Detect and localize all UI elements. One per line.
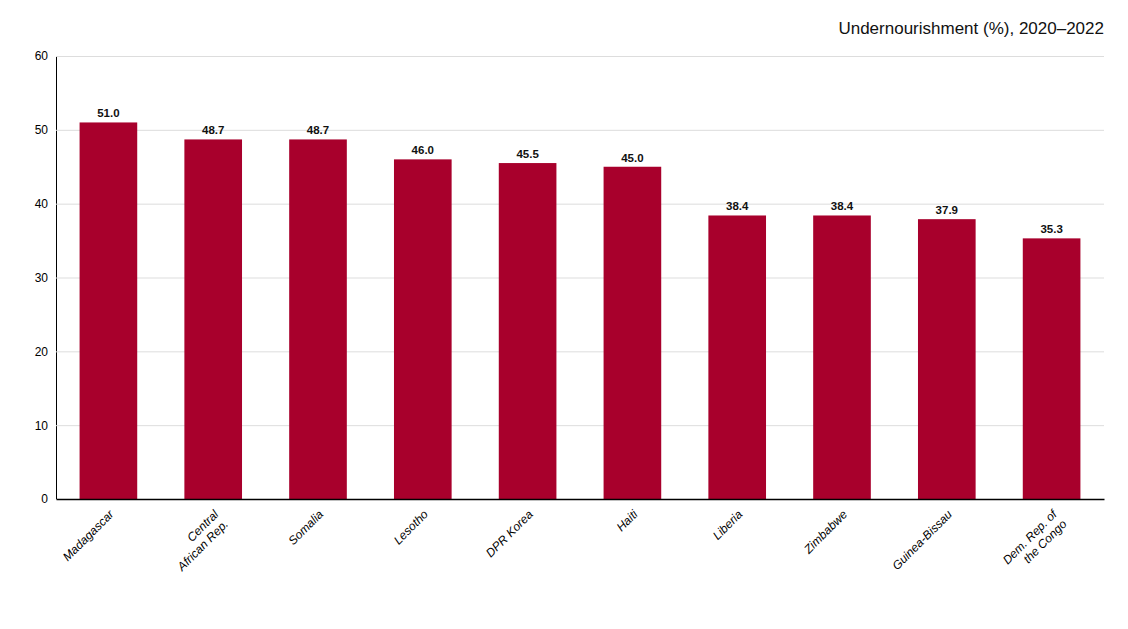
x-tick: Madagascar [60, 507, 117, 564]
y-tick-label: 40 [35, 197, 49, 211]
x-tick-label-line: Zimbabwe [800, 507, 850, 557]
data-label: 48.7 [202, 124, 224, 136]
x-axis-line [57, 499, 1105, 501]
data-label: 46.0 [412, 144, 434, 156]
y-tick: 60 [35, 49, 1104, 63]
x-tick-label: Guinea-Bissau [889, 507, 955, 573]
bar [289, 139, 347, 499]
x-tick-label-line: Madagascar [60, 507, 117, 564]
x-tick-label: Zimbabwe [800, 507, 850, 557]
y-tick-label: 20 [35, 345, 49, 359]
x-axis: Madagascar CentralAfrican Rep. Somalia Leso… [57, 500, 1105, 577]
bar [80, 122, 138, 499]
x-tick-label: CentralAfrican Rep. [164, 507, 231, 574]
data-label: 45.5 [516, 148, 539, 160]
y-tick-label: 10 [35, 419, 49, 433]
x-tick-label: Somalia [286, 507, 327, 548]
x-tick: Guinea-Bissau [889, 507, 955, 573]
x-tick: Zimbabwe [800, 507, 850, 557]
y-tick-label: 0 [41, 492, 48, 506]
bar [918, 219, 976, 499]
y-tick-label: 50 [35, 123, 49, 137]
data-label: 45.0 [621, 152, 643, 164]
bar [813, 215, 871, 499]
x-tick: Haiti [614, 507, 641, 534]
data-label: 51.0 [97, 107, 119, 119]
x-tick-label-line: African Rep. [174, 517, 231, 574]
x-tick-label-line: Somalia [286, 507, 327, 548]
bar [604, 167, 662, 499]
grid-line [56, 56, 1104, 57]
bar [394, 159, 452, 499]
y-axis-line [57, 57, 1105, 500]
plot-area: 0 10 20 30 40 50 60 Madagascar CentralAfrican Re… [35, 19, 1105, 577]
data-label: 35.3 [1040, 223, 1062, 235]
x-tick-label-line: Guinea-Bissau [889, 507, 955, 573]
x-tick: Dem. Rep. ofthe Congo [1000, 506, 1071, 577]
chart-container: 0 10 20 30 40 50 60 Madagascar CentralAfrican Re… [0, 0, 1128, 629]
x-tick: Liberia [710, 507, 746, 543]
bars [80, 122, 1081, 499]
bar [184, 139, 242, 499]
data-label: 37.9 [936, 204, 958, 216]
x-tick: DPR Korea [483, 507, 536, 560]
data-label: 48.7 [307, 124, 329, 136]
bar [708, 215, 766, 499]
chart-svg: 0 10 20 30 40 50 60 Madagascar CentralAfrican Re… [0, 0, 1128, 629]
x-tick-label: Haiti [614, 507, 641, 534]
x-tick-label-line: Liberia [710, 507, 746, 543]
y-axis: 0 10 20 30 40 50 60 [35, 49, 1104, 506]
x-tick-label-line: DPR Korea [483, 507, 536, 560]
chart-title: Undernourishment (%), 2020–2022 [838, 19, 1104, 38]
x-tick-label: Dem. Rep. ofthe Congo [1000, 506, 1071, 577]
x-tick-label: DPR Korea [483, 507, 536, 560]
data-label: 38.4 [831, 200, 854, 212]
y-tick: 50 [35, 123, 1104, 137]
x-tick-label: Lesotho [391, 507, 431, 547]
data-label: 38.4 [726, 200, 749, 212]
bar [499, 163, 557, 499]
y-tick-label: 60 [35, 49, 49, 63]
y-tick-label: 30 [35, 271, 49, 285]
x-tick-label: Liberia [710, 507, 746, 543]
x-tick-label-line: Haiti [614, 507, 641, 534]
x-tick-label-line: Lesotho [391, 507, 431, 547]
data-labels: 51.0 48.7 48.7 46.0 45.5 45.0 38.4 38.4 37.9 35.3 [97, 107, 1063, 235]
x-tick-label: Madagascar [60, 507, 117, 564]
x-tick: Lesotho [391, 507, 431, 547]
x-tick: CentralAfrican Rep. [164, 507, 231, 574]
x-tick-label-line: the Congo [1020, 517, 1069, 566]
bar [1023, 238, 1081, 499]
x-tick: Somalia [286, 507, 327, 548]
grid-line [56, 499, 1104, 500]
